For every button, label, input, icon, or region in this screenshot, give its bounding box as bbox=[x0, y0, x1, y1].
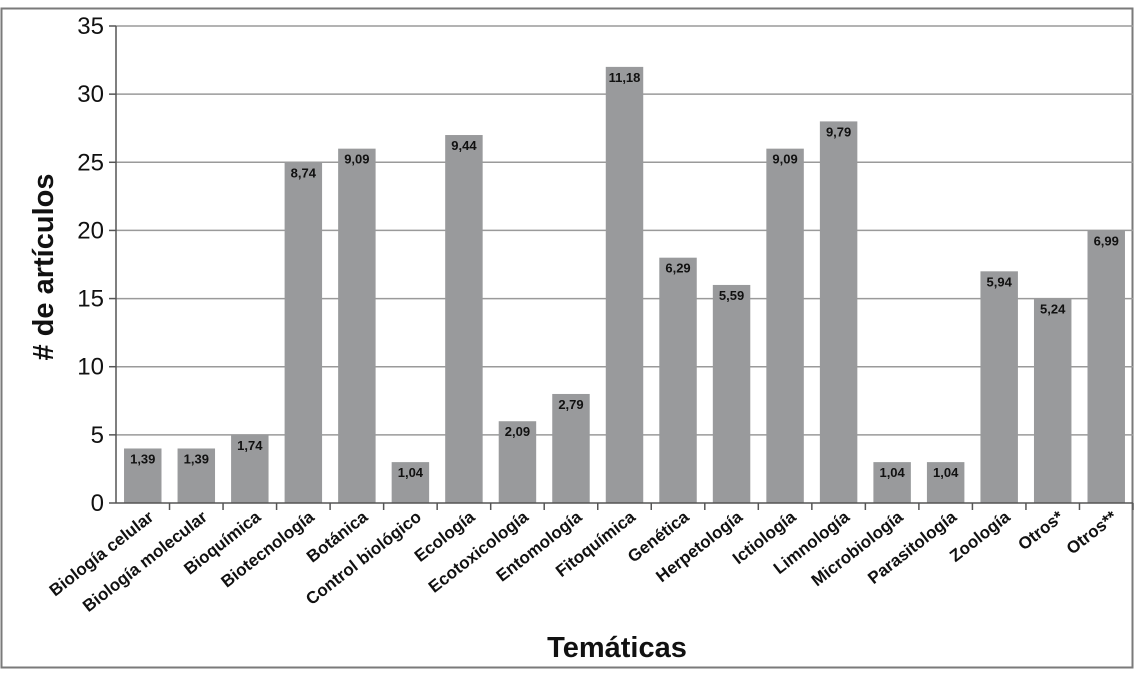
bar bbox=[926, 462, 965, 503]
y-tick-label: 20 bbox=[77, 217, 104, 244]
data-label: 9,09 bbox=[344, 152, 369, 167]
y-tick-label: 25 bbox=[77, 149, 104, 176]
y-tick-label: 0 bbox=[91, 490, 104, 517]
bar bbox=[819, 121, 858, 504]
bar bbox=[391, 462, 430, 503]
bar bbox=[659, 257, 697, 503]
data-label: 1,74 bbox=[237, 438, 263, 453]
data-label: 9,79 bbox=[826, 124, 851, 139]
y-tick-label: 10 bbox=[77, 354, 104, 381]
bar bbox=[766, 148, 804, 503]
bar bbox=[552, 393, 590, 503]
data-label: 11,18 bbox=[609, 70, 641, 85]
bar bbox=[1033, 298, 1072, 503]
y-axis-ticks: 0 5 10 15 20 25 30 35 bbox=[77, 13, 116, 517]
bar bbox=[338, 148, 376, 503]
data-label: 2,09 bbox=[505, 424, 530, 439]
data-label: 1,39 bbox=[184, 451, 209, 466]
bar bbox=[980, 271, 1018, 503]
x-axis-title: Temáticas bbox=[547, 632, 687, 664]
bar bbox=[1087, 230, 1125, 503]
data-label: 9,09 bbox=[772, 152, 797, 167]
data-label: 2,79 bbox=[558, 397, 583, 412]
y-tick-label: 35 bbox=[77, 13, 104, 40]
bars bbox=[124, 66, 1125, 504]
y-tick-label: 30 bbox=[77, 81, 104, 108]
bar bbox=[605, 66, 644, 503]
y-tick-label: 15 bbox=[77, 286, 104, 313]
data-label: 6,99 bbox=[1094, 233, 1119, 248]
bar bbox=[712, 284, 751, 503]
bar bbox=[177, 448, 216, 503]
bar bbox=[445, 135, 483, 503]
data-label: 1,04 bbox=[933, 465, 959, 480]
data-label: 8,74 bbox=[291, 165, 317, 180]
data-labels: 1,39 1,39 1,74 8,74 9,09 1,04 9,44 2,09 2,79 11,1… bbox=[130, 70, 1119, 480]
data-label: 5,24 bbox=[1040, 302, 1066, 317]
data-label: 6,29 bbox=[665, 261, 690, 276]
bar bbox=[124, 448, 162, 503]
bar bbox=[498, 421, 537, 503]
bar bbox=[284, 162, 323, 504]
chart-frame bbox=[0, 7, 1134, 669]
bar bbox=[873, 462, 911, 503]
data-label: 1,39 bbox=[130, 451, 155, 466]
y-tick-label: 5 bbox=[91, 422, 104, 449]
data-label: 1,04 bbox=[398, 465, 424, 480]
y-axis-title: # de artículos bbox=[28, 174, 60, 361]
data-label: 5,59 bbox=[719, 288, 744, 303]
data-label: 9,44 bbox=[451, 138, 477, 153]
data-label: 5,94 bbox=[987, 274, 1013, 289]
bar bbox=[231, 434, 269, 503]
data-label: 1,04 bbox=[879, 465, 905, 480]
